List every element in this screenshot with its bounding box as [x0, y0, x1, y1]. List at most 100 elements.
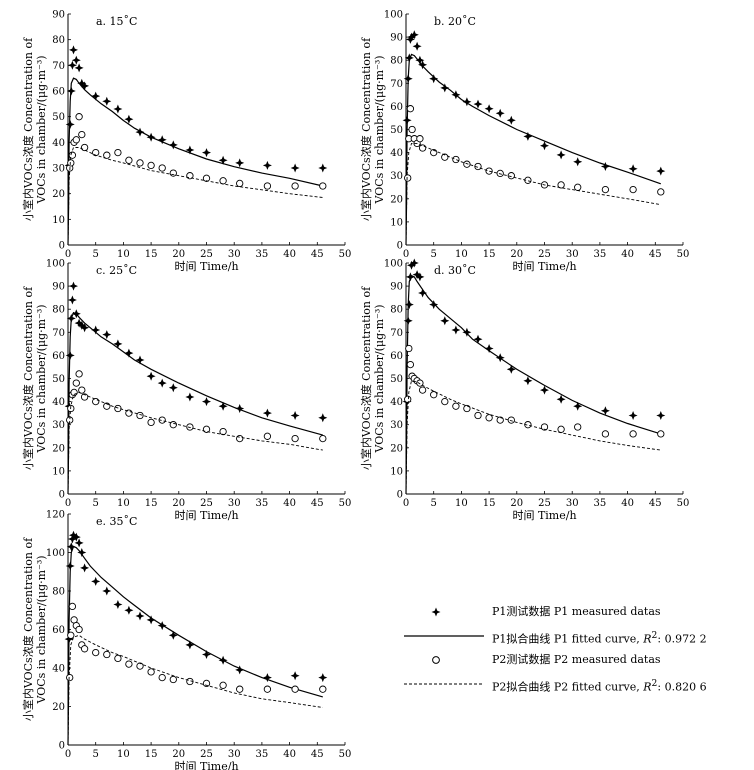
data-point-circle: [601, 185, 610, 194]
x-tick-label: 5: [93, 749, 99, 760]
data-point-star: [102, 96, 112, 106]
data-point-circle: [629, 430, 637, 438]
series-line-dashed: [67, 147, 323, 246]
data-point-circle: [540, 423, 549, 431]
y-axis-label-line2: VOCs in chamber/(μg·m⁻³): [35, 55, 48, 204]
x-axis-label: 时间 Time/h: [512, 509, 576, 522]
data-point-circle: [319, 434, 327, 443]
data-point-circle: [507, 172, 515, 180]
data-point-circle: [574, 183, 582, 191]
data-point-circle: [72, 379, 80, 387]
x-tick-label: 20: [172, 749, 185, 760]
y-tick-label: 90: [390, 282, 403, 293]
y-tick-label: 60: [390, 102, 403, 113]
x-tick-label: 45: [311, 498, 324, 509]
data-point-circle: [418, 144, 427, 152]
y-tick-label: 80: [390, 56, 403, 67]
y-axis-label-line2: VOCs in chamber/(μg·m⁻³): [373, 55, 386, 204]
data-point-star: [74, 63, 84, 73]
series-line-solid: [67, 77, 323, 246]
data-point-star: [440, 316, 450, 326]
y-tick-label: 10: [52, 215, 65, 226]
series-line-dashed: [67, 634, 323, 746]
y-tick-label: 30: [52, 420, 65, 431]
star-marker-icon: [431, 607, 441, 617]
legend-row-p2-fitted: P2拟合曲线 P2 fitted curve, R2: 0.820 6: [404, 672, 744, 696]
data-point-circle: [75, 370, 83, 378]
data-point-star: [202, 650, 211, 659]
x-tick-label: 50: [339, 249, 352, 260]
x-tick-label: 15: [145, 249, 158, 260]
r2-symbol: R: [643, 632, 652, 646]
y-tick-label: 60: [52, 351, 65, 362]
y-tick-label: 30: [390, 171, 403, 182]
data-point-circle: [474, 411, 482, 420]
data-point-star: [66, 542, 76, 552]
data-point-star: [74, 318, 84, 328]
x-tick-label: 40: [621, 249, 634, 260]
panel-label: c. 25˚C: [96, 264, 137, 277]
series-line-dashed: [405, 142, 661, 246]
data-point-star: [484, 104, 494, 114]
data-point-circle: [219, 427, 227, 436]
data-point-star: [77, 548, 87, 557]
x-tick-label: 30: [228, 498, 241, 509]
x-tick-label: 35: [256, 749, 269, 760]
data-point-circle: [136, 159, 144, 167]
data-point-star: [91, 576, 101, 586]
y-tick-label: 30: [390, 420, 403, 431]
data-point-circle: [147, 668, 155, 676]
data-point-star: [113, 104, 123, 114]
data-point-star: [412, 270, 422, 280]
data-point-star: [124, 348, 134, 358]
data-point-star: [202, 397, 211, 407]
series-line-solid: [67, 545, 323, 746]
x-axis-label: 时间 Time/h: [512, 260, 576, 273]
series-line-solid: [405, 274, 661, 495]
data-point-circle: [236, 685, 244, 693]
x-tick-label: 10: [117, 749, 130, 760]
data-point-star: [415, 55, 425, 65]
data-point-circle: [408, 125, 416, 134]
y-tick-label: 20: [390, 443, 403, 454]
y-tick-label: 50: [52, 112, 65, 123]
chart-panel-2: 0 5 10 15 20 25 30 35 40 45 50 0 10 20 30 40 50 60 70 80 90 1…: [359, 10, 689, 274]
data-point-star: [80, 323, 90, 333]
x-tick-label: 0: [403, 249, 409, 260]
data-point-circle: [125, 660, 133, 668]
y-axis-label-line1: 小室内VOCs浓度 Concentration of: [21, 537, 35, 721]
data-point-star: [102, 586, 112, 596]
y-tick-label: 80: [52, 305, 65, 316]
panel-label: e. 35˚C: [96, 515, 137, 528]
data-point-circle: [67, 631, 75, 639]
data-point-star: [462, 97, 472, 107]
y-tick-label: 100: [384, 10, 403, 21]
y-tick-label: 40: [52, 664, 65, 675]
data-point-circle: [319, 685, 327, 693]
data-point-circle: [103, 650, 111, 659]
x-tick-label: 5: [93, 249, 99, 260]
data-point-star: [135, 611, 145, 621]
legend-row-p1-measured: P1测试数据 P1 measured datas: [404, 600, 744, 624]
data-point-star: [318, 673, 328, 683]
data-point-star: [124, 114, 134, 124]
x-tick-label: 0: [65, 249, 71, 260]
data-point-star: [409, 30, 419, 40]
data-point-star: [80, 81, 90, 91]
data-point-star: [318, 163, 328, 173]
x-tick-label: 5: [431, 249, 437, 260]
series-line-dashed: [67, 391, 323, 495]
data-point-star: [77, 78, 87, 88]
y-tick-label: 50: [52, 374, 65, 385]
data-point-star: [506, 115, 516, 125]
data-point-star: [218, 401, 228, 411]
data-point-star: [157, 135, 167, 145]
data-point-circle: [125, 156, 133, 164]
data-point-circle: [158, 164, 166, 172]
chart-panel-4: 0 5 10 15 20 25 30 35 40 45 50 0 10 20 30 40 50 60 70 80 90 1…: [359, 258, 689, 522]
data-point-star: [218, 155, 228, 165]
x-axis-label: 时间 Time/h: [174, 260, 238, 273]
data-point-star: [418, 60, 428, 70]
data-point-circle: [114, 654, 122, 663]
data-point-star: [71, 532, 81, 542]
